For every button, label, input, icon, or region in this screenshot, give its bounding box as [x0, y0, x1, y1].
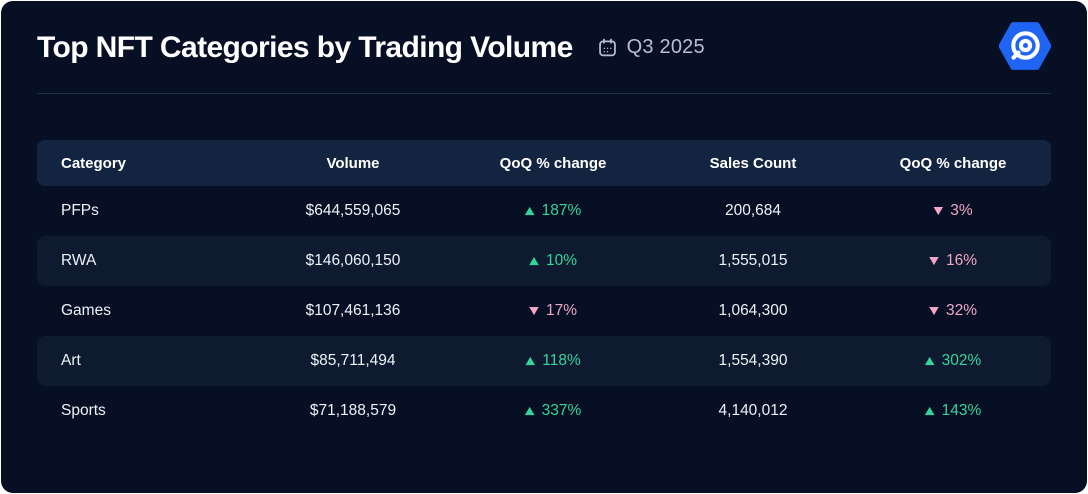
sales-count-cell: 1,554,390: [718, 352, 788, 369]
volume-qoq-cell: 187%: [453, 202, 653, 220]
sales-qoq-cell: 16%: [853, 252, 1053, 270]
sales-qoq-value: 3%: [950, 202, 973, 219]
calendar-icon: [597, 37, 618, 58]
trend-arrow-icon: [524, 406, 535, 416]
sales-qoq-cell: 143%: [853, 402, 1053, 420]
volume-cell: $146,060,150: [305, 252, 401, 269]
table-header-row: Category Volume QoQ % change Sales Count…: [37, 140, 1051, 186]
volume-cell: $85,711,494: [310, 352, 396, 369]
column-header-volume-qoq: QoQ % change: [499, 154, 607, 172]
sales-qoq-value: 302%: [941, 352, 982, 369]
trend-arrow-icon: [525, 356, 536, 366]
volume-cell: $71,188,579: [309, 402, 397, 419]
volume-qoq-cell: 17%: [453, 302, 653, 320]
trend-arrow-icon: [929, 256, 939, 266]
volume-qoq-value: 187%: [541, 202, 582, 219]
volume-qoq-value: 17%: [545, 302, 578, 319]
table-row: Games $107,461,136 17% 1,064,300 32%: [37, 286, 1051, 336]
volume-qoq-value: 10%: [545, 252, 578, 269]
sales-qoq-value: 143%: [941, 402, 982, 419]
volume-qoq-cell: 118%: [453, 352, 653, 370]
trend-arrow-icon: [924, 406, 935, 416]
sales-qoq-cell: 3%: [853, 202, 1053, 220]
page-title: Top NFT Categories by Trading Volume: [37, 30, 573, 64]
sales-count-cell: 1,064,300: [718, 302, 788, 319]
sales-qoq-cell: 302%: [853, 352, 1053, 370]
trend-arrow-icon: [924, 356, 935, 366]
column-header-sales-qoq: QoQ % change: [899, 154, 1007, 172]
table-row: Art $85,711,494 118% 1,554,390 302%: [37, 336, 1051, 386]
sales-count-cell: 1,555,015: [718, 252, 788, 269]
category-cell: PFPs: [61, 202, 99, 219]
trend-arrow-icon: [529, 256, 539, 266]
table-row: PFPs $644,559,065 187% 200,684 3%: [37, 186, 1051, 236]
volume-qoq-cell: 10%: [453, 252, 653, 270]
trend-arrow-icon: [933, 206, 944, 216]
sales-count-cell: 200,684: [724, 202, 782, 219]
category-cell: Sports: [61, 402, 106, 419]
category-cell: Games: [61, 302, 111, 319]
table-row: RWA $146,060,150 10% 1,555,015 16%: [37, 236, 1051, 286]
period-badge: Q3 2025: [597, 36, 705, 59]
sales-qoq-value: 32%: [945, 302, 978, 319]
volume-cell: $107,461,136: [305, 302, 401, 319]
table-row: Sports $71,188,579 337% 4,140,012 143%: [37, 386, 1051, 436]
column-header-volume: Volume: [326, 154, 380, 172]
volume-cell: $644,559,065: [305, 202, 401, 219]
sales-count-cell: 4,140,012: [718, 402, 788, 419]
nft-categories-table: Category Volume QoQ % change Sales Count…: [37, 140, 1051, 436]
header-bar: Top NFT Categories by Trading Volume Q3 …: [37, 1, 1051, 94]
volume-qoq-cell: 337%: [453, 402, 653, 420]
trend-arrow-icon: [929, 306, 939, 316]
category-cell: RWA: [61, 252, 97, 269]
category-cell: Art: [61, 352, 81, 369]
period-badge-label: Q3 2025: [626, 35, 705, 58]
sales-qoq-cell: 32%: [853, 302, 1053, 320]
column-header-sales-count: Sales Count: [709, 154, 797, 172]
volume-qoq-value: 118%: [542, 352, 581, 369]
volume-qoq-value: 337%: [541, 402, 582, 419]
trend-arrow-icon: [529, 306, 539, 316]
column-header-category: Category: [61, 154, 127, 172]
brand-logo-icon: [999, 20, 1051, 72]
sales-qoq-value: 16%: [945, 252, 978, 269]
trend-arrow-icon: [524, 206, 535, 216]
